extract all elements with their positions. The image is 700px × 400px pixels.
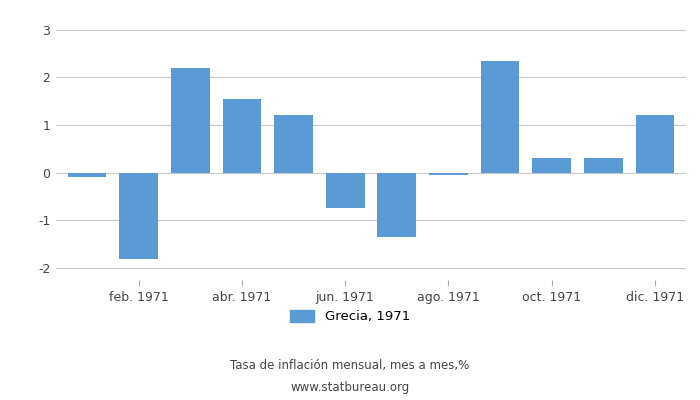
Bar — [171, 68, 209, 173]
Legend: Grecia, 1971: Grecia, 1971 — [290, 310, 410, 324]
Text: Tasa de inflación mensual, mes a mes,%: Tasa de inflación mensual, mes a mes,% — [230, 360, 470, 372]
Bar — [481, 60, 519, 173]
Bar — [377, 173, 416, 237]
Text: www.statbureau.org: www.statbureau.org — [290, 381, 410, 394]
Bar — [68, 173, 106, 178]
Bar — [429, 173, 468, 175]
Bar — [326, 173, 365, 208]
Bar — [119, 173, 158, 260]
Bar — [274, 116, 313, 173]
Bar — [223, 99, 261, 173]
Bar — [533, 158, 571, 173]
Bar — [636, 116, 674, 173]
Bar — [584, 158, 623, 173]
